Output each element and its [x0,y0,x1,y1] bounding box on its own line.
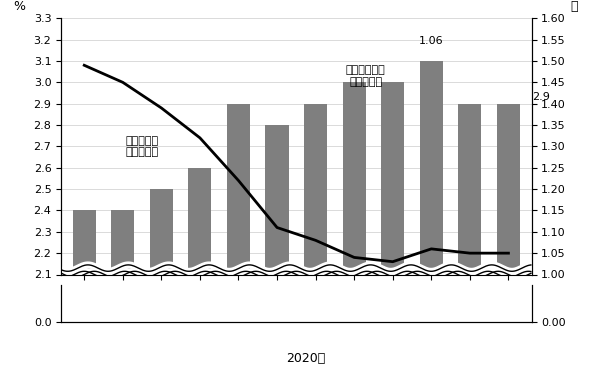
Bar [458,104,481,274]
Bar [497,104,520,274]
Text: %: % [13,0,25,13]
Bar [227,104,250,274]
Text: 有効求人倍率
（右目盛）: 有効求人倍率 （右目盛） [346,65,386,87]
Bar [420,61,443,274]
Text: 倍: 倍 [570,0,577,13]
Bar [73,210,96,274]
Text: 2.9: 2.9 [532,92,551,102]
Bar [61,276,532,296]
Bar [111,210,134,274]
Text: 完全失業率
（左目盛）: 完全失業率 （左目盛） [125,136,159,157]
Bar [150,189,173,274]
Bar [343,82,366,274]
Bar [381,82,404,274]
Text: 2020年: 2020年 [286,352,325,365]
Text: 1.06: 1.06 [419,36,444,46]
Bar [304,104,327,274]
Bar [266,125,288,274]
Bar [188,168,211,274]
